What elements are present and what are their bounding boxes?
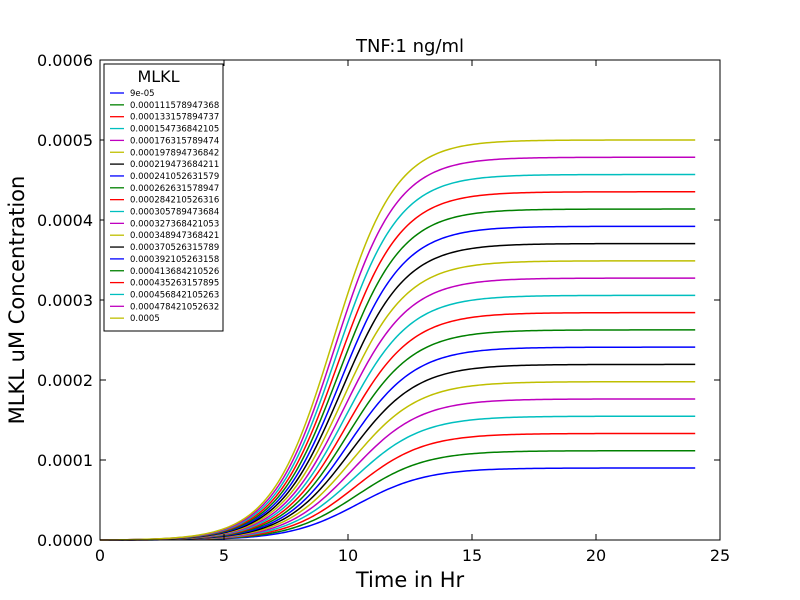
y-axis-label: MLKL uM Concentration — [5, 176, 29, 425]
legend-entry: 9e-05 — [130, 89, 155, 99]
legend: MLKL 9e-05 0.000111578947368 0.000133157894… — [103, 63, 224, 332]
legend-entry: 0.000370526315789 — [130, 243, 219, 253]
legend-entry: 0.000348947368421 — [130, 231, 219, 241]
y-tick-label: 0.0003 — [37, 291, 93, 310]
legend-entry: 0.000197894736842 — [130, 148, 219, 158]
series-line — [99, 294, 696, 541]
series-line — [100, 449, 696, 541]
series-line — [99, 363, 696, 541]
x-axis-label: Time in Hr — [355, 568, 465, 592]
legend-box — [103, 63, 224, 332]
legend-entry: 0.000478421052632 — [130, 302, 219, 312]
y-tick-label: 0.0006 — [37, 51, 93, 70]
y-tick-label: 0.0004 — [37, 211, 93, 230]
legend-entry: 0.000262631578947 — [130, 184, 219, 194]
series-line — [99, 398, 696, 541]
legend-entry: 0.000241052631579 — [130, 172, 219, 182]
x-tick-label: 20 — [586, 546, 606, 565]
legend-entry: 0.000133157894737 — [130, 113, 219, 123]
y-tick-label: 0.0005 — [37, 131, 93, 150]
legend-entry: 0.000392105263158 — [130, 255, 219, 265]
legend-entry: 0.000327368421053 — [130, 219, 219, 229]
y-tick-label: 0.0002 — [37, 371, 93, 390]
legend-entry: 0.000154736842105 — [130, 125, 219, 135]
y-tick-label: 0.0000 — [37, 531, 93, 550]
legend-title: MLKL — [137, 67, 179, 86]
legend-entry: 0.000111578947368 — [130, 101, 219, 111]
series-line — [99, 380, 696, 541]
plot-area — [99, 139, 696, 541]
x-tick-label: 0 — [95, 546, 105, 565]
legend-entry: 0.000219473684211 — [130, 160, 219, 170]
series-line — [99, 139, 696, 541]
axes: 0 5 10 15 20 25 0.0000 0.0001 0.0002 0.0003 0.0004… — [37, 51, 730, 565]
series-line — [99, 415, 696, 541]
series-line — [100, 467, 696, 541]
legend-entry: 0.000176315789474 — [130, 136, 219, 146]
series-line — [100, 432, 696, 541]
legend-entry: 0.000456842105263 — [130, 290, 219, 300]
x-tick-label: 25 — [710, 546, 730, 565]
x-tick-label: 5 — [219, 546, 229, 565]
legend-entry: 0.000284210526316 — [130, 196, 219, 206]
x-tick-label: 10 — [338, 546, 358, 565]
legend-entry: 0.000435263157895 — [130, 279, 219, 289]
legend-entry: 0.0005 — [130, 314, 160, 324]
legend-entry: 0.000413684210526 — [130, 267, 219, 277]
series-line — [99, 329, 696, 541]
x-tick-label: 15 — [462, 546, 482, 565]
y-tick-label: 0.0001 — [37, 451, 93, 470]
chart-title: TNF:1 ng/ml — [355, 36, 464, 57]
legend-entry: 0.000305789473684 — [130, 208, 219, 218]
